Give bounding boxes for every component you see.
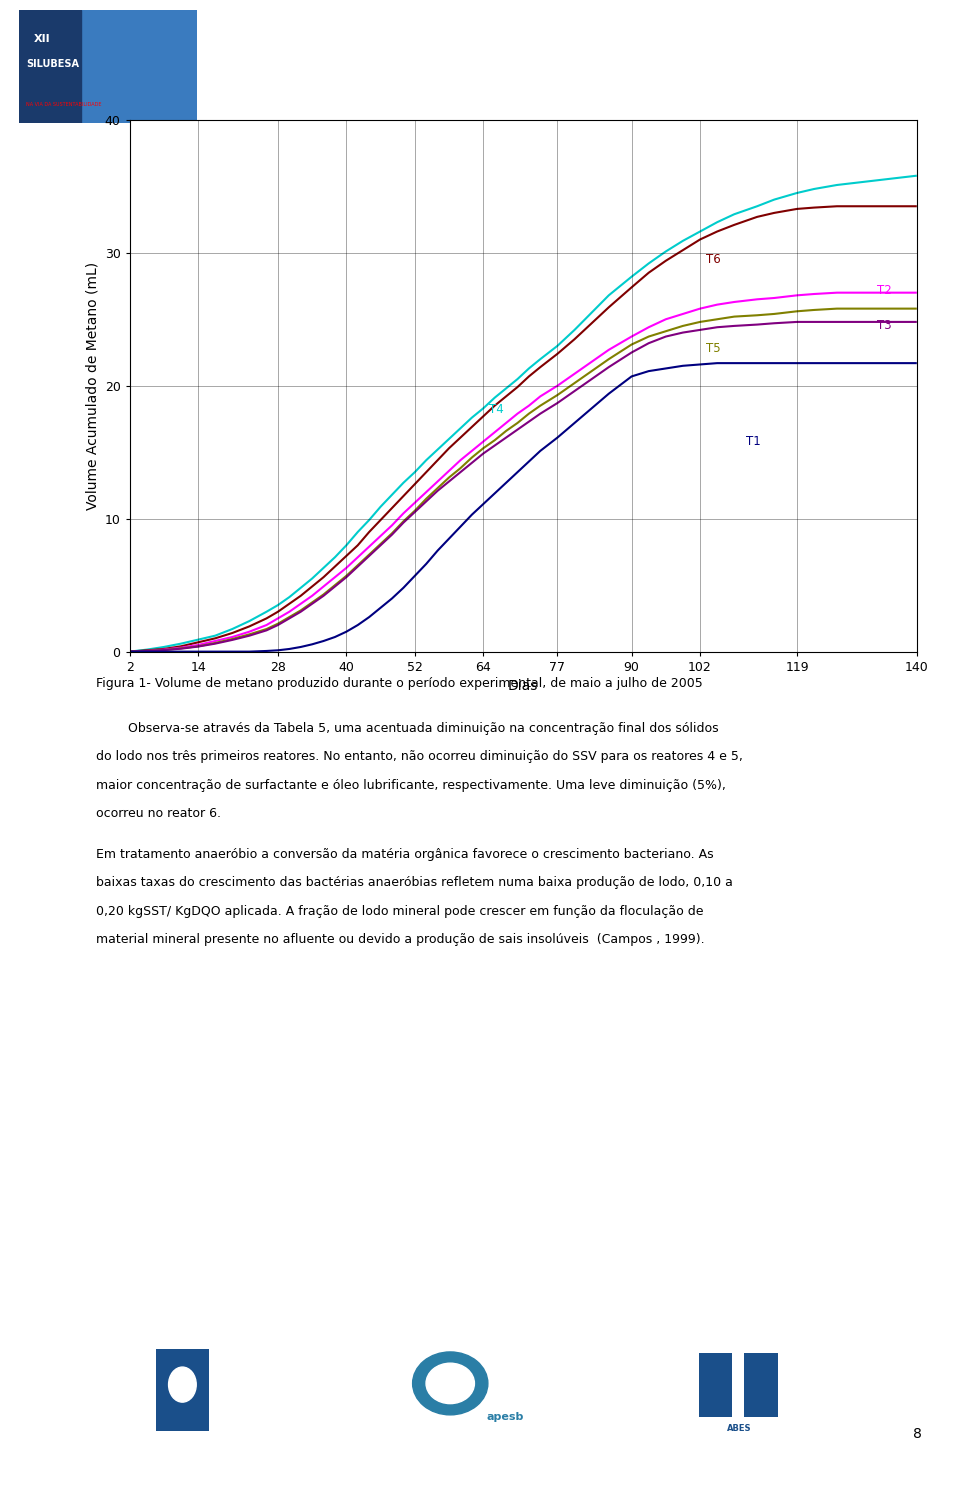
Text: XII: XII <box>34 34 50 43</box>
Text: NA VIA DA SUSTENTABILIDADE: NA VIA DA SUSTENTABILIDADE <box>26 102 102 106</box>
Text: maior concentração de surfactante e óleo lubrificante, respectivamente. Uma leve: maior concentração de surfactante e óleo… <box>96 779 726 792</box>
Text: T6: T6 <box>706 253 721 267</box>
Text: SILUBESA: SILUBESA <box>26 58 80 69</box>
Text: T4: T4 <box>489 403 504 416</box>
Circle shape <box>426 1363 474 1404</box>
Bar <box>19 10 82 123</box>
Text: T2: T2 <box>876 283 892 297</box>
Text: material mineral presente no afluente ou devido a produção de sais insolúveis  (: material mineral presente no afluente ou… <box>96 933 705 947</box>
Text: do lodo nos três primeiros reatores. No entanto, não ocorreu diminuição do SSV p: do lodo nos três primeiros reatores. No … <box>96 750 743 764</box>
Text: T5: T5 <box>706 342 720 355</box>
Text: Observa-se através da Tabela 5, uma acentuada diminuição na concentração final d: Observa-se através da Tabela 5, uma acen… <box>96 722 719 736</box>
Bar <box>744 1354 778 1417</box>
Text: APRH: APRH <box>169 1420 196 1429</box>
Bar <box>156 1348 209 1432</box>
Text: Figura 1- Volume de metano produzido durante o período experimental, de maio a j: Figura 1- Volume de metano produzido dur… <box>96 677 703 691</box>
Text: ocorreu no reator 6.: ocorreu no reator 6. <box>96 807 221 821</box>
Y-axis label: Volume Acumulado de Metano (mL): Volume Acumulado de Metano (mL) <box>85 262 99 509</box>
Text: apesb: apesb <box>487 1411 524 1422</box>
X-axis label: Dias: Dias <box>508 679 539 694</box>
Text: T1: T1 <box>746 434 760 448</box>
Text: baixas taxas do crescimento das bactérias anaeróbias refletem numa baixa produçã: baixas taxas do crescimento das bactéria… <box>96 876 732 890</box>
Text: ABES: ABES <box>727 1425 752 1434</box>
Text: Em tratamento anaeróbio a conversão da matéria orgânica favorece o crescimento b: Em tratamento anaeróbio a conversão da m… <box>96 848 713 861</box>
Circle shape <box>413 1351 488 1414</box>
Text: 8: 8 <box>913 1428 922 1441</box>
Text: 0,20 kgSST/ KgDQO aplicada. A fração de lodo mineral pode crescer em função da f: 0,20 kgSST/ KgDQO aplicada. A fração de … <box>96 905 704 918</box>
Text: T3: T3 <box>876 319 892 333</box>
Circle shape <box>169 1368 196 1402</box>
Bar <box>699 1354 732 1417</box>
